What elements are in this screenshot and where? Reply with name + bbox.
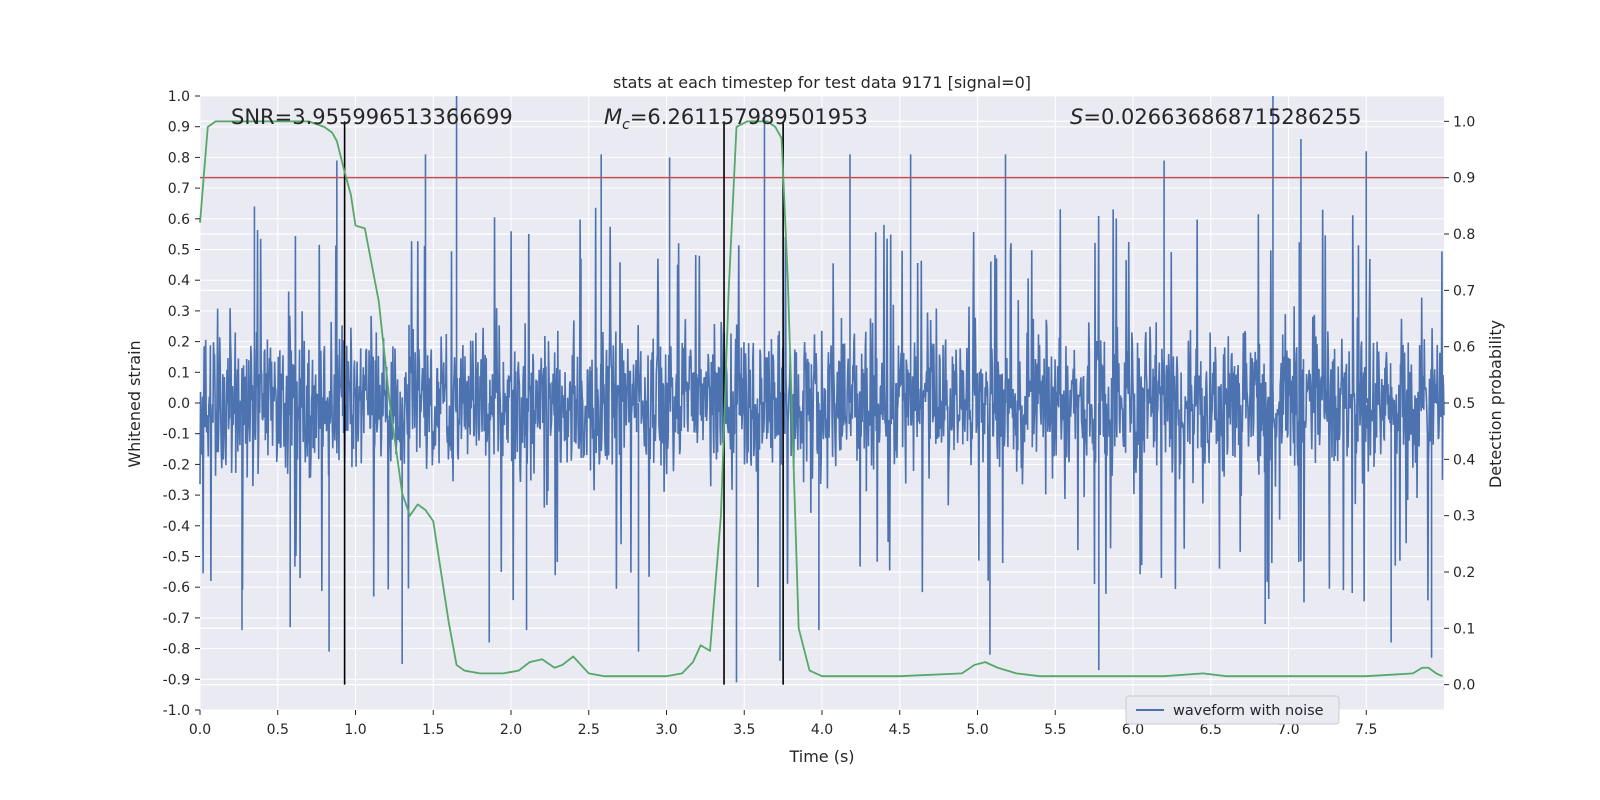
y2-axis-label: Detection probability xyxy=(1486,320,1505,488)
y2-tick-label: 0.0 xyxy=(1453,678,1475,694)
y-tick-label: -0.3 xyxy=(163,488,190,504)
x-tick-label: 0.0 xyxy=(189,722,211,738)
x-tick-label: 5.0 xyxy=(966,722,988,738)
chirp-mass-symbol: M xyxy=(604,105,622,129)
y-tick-label: -0.4 xyxy=(163,519,190,535)
legend-box xyxy=(1125,695,1340,725)
y-tick-label: 0.6 xyxy=(168,212,190,228)
s-value: =0.026636868715286255 xyxy=(1083,105,1361,129)
right-axis-ticks: 1.0 0.9 0.8 0.7 0.6 0.5 0.4 0.3 0.2 0.1 0.0 xyxy=(1444,114,1475,694)
y2-tick-label: 0.6 xyxy=(1453,340,1475,356)
x-tick-label: 2.0 xyxy=(500,722,522,738)
probability-line xyxy=(199,120,1443,678)
y2-tick-label: 0.7 xyxy=(1453,283,1475,299)
y2-tick-label: 0.5 xyxy=(1453,396,1475,412)
y-tick-label: -0.7 xyxy=(163,611,190,627)
x-tick-label: 4.5 xyxy=(889,722,911,738)
y-tick-label: 0.5 xyxy=(168,243,190,259)
x-tick-label: 1.5 xyxy=(422,722,444,738)
chirp-mass-annotation: Mc=6.261157989501953 xyxy=(604,105,868,133)
y-tick-label: 0.1 xyxy=(168,365,190,381)
y2-tick-label: 0.3 xyxy=(1453,509,1475,525)
y2-tick-label: 0.2 xyxy=(1453,565,1475,581)
y2-tick-label: 0.9 xyxy=(1453,171,1475,187)
y-tick-label: 0.0 xyxy=(168,396,190,412)
probability-series xyxy=(199,120,1443,678)
x-tick-label: 5.5 xyxy=(1044,722,1066,738)
y-tick-label: -0.8 xyxy=(163,642,190,658)
y2-tick-label: 1.0 xyxy=(1453,114,1475,130)
y-tick-label: -0.1 xyxy=(163,427,190,443)
x-tick-label: 3.5 xyxy=(733,722,755,738)
x-tick-label: 6.0 xyxy=(1122,722,1144,738)
y-tick-label: -0.5 xyxy=(163,550,190,566)
y-tick-label: 0.3 xyxy=(168,304,190,320)
waveform-series xyxy=(199,96,1445,683)
y-axis-label: Whitened strain xyxy=(125,340,144,467)
y-tick-label: 0.2 xyxy=(168,335,190,351)
left-axis-ticks: 1.0 0.9 0.8 0.7 0.6 0.5 0.4 0.3 0.2 0.1 0.0 -0.1 -0.… xyxy=(163,89,200,719)
y-tick-label: 1.0 xyxy=(168,89,190,105)
x-tick-label: 1.0 xyxy=(344,722,366,738)
x-tick-label: 6.5 xyxy=(1200,722,1222,738)
y-tick-label: -0.9 xyxy=(163,672,190,688)
y-tick-label: -0.6 xyxy=(163,580,190,596)
y-tick-label: 0.9 xyxy=(168,120,190,136)
chirp-mass-subscript: c xyxy=(622,117,630,133)
x-tick-label: 2.5 xyxy=(578,722,600,738)
y-tick-label: 0.8 xyxy=(168,150,190,166)
s-symbol: S xyxy=(1070,105,1083,129)
legend-label-waveform: waveform with noise xyxy=(1173,703,1324,719)
y-tick-label: -0.2 xyxy=(163,457,190,473)
chart-title: stats at each timestep for test data 917… xyxy=(613,73,1031,92)
waveform-line xyxy=(199,207,1445,603)
x-tick-label: 3.0 xyxy=(655,722,677,738)
y-tick-label: 0.4 xyxy=(168,273,190,289)
x-tick-label: 0.5 xyxy=(267,722,289,738)
y2-tick-label: 0.8 xyxy=(1453,227,1475,243)
snr-annotation: SNR=3.955996513366699 xyxy=(231,105,513,129)
x-axis-label: Time (s) xyxy=(788,747,854,766)
y2-tick-label: 0.4 xyxy=(1453,452,1475,468)
y2-tick-label: 0.1 xyxy=(1453,621,1475,637)
x-tick-label: 7.5 xyxy=(1355,722,1377,738)
y-tick-label: -1.0 xyxy=(163,703,190,719)
x-tick-label: 7.0 xyxy=(1277,722,1299,738)
x-tick-label: 4.0 xyxy=(811,722,833,738)
s-annotation: S=0.026636868715286255 xyxy=(1070,105,1361,129)
y-tick-label: 0.7 xyxy=(168,181,190,197)
legend: waveform with noise xyxy=(1125,695,1340,725)
chirp-mass-value: =6.261157989501953 xyxy=(630,105,868,129)
